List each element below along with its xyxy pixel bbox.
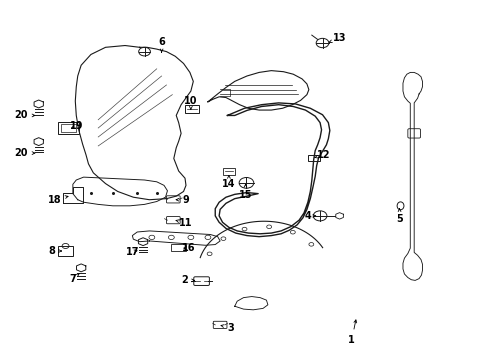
Text: 20: 20 xyxy=(14,111,35,121)
Text: 7: 7 xyxy=(69,274,79,284)
Text: 19: 19 xyxy=(69,121,83,131)
Text: 20: 20 xyxy=(14,148,35,158)
Text: 11: 11 xyxy=(176,218,192,228)
Text: 13: 13 xyxy=(328,33,346,43)
Text: 2: 2 xyxy=(181,275,194,285)
Bar xyxy=(223,168,234,175)
Bar xyxy=(58,246,73,256)
Bar xyxy=(171,244,185,251)
Text: 4: 4 xyxy=(304,211,315,221)
Text: 6: 6 xyxy=(158,37,164,53)
Bar xyxy=(58,122,79,134)
Text: 1: 1 xyxy=(347,320,356,345)
Bar xyxy=(307,154,320,161)
Text: 5: 5 xyxy=(395,208,402,224)
Text: 10: 10 xyxy=(184,96,197,109)
Bar xyxy=(61,125,76,132)
Bar xyxy=(184,105,198,113)
Text: 8: 8 xyxy=(48,246,61,256)
Text: 14: 14 xyxy=(222,175,235,189)
Text: 18: 18 xyxy=(47,195,68,205)
Text: 17: 17 xyxy=(125,247,139,257)
Text: 9: 9 xyxy=(176,195,189,205)
Text: 15: 15 xyxy=(238,184,252,200)
Text: 3: 3 xyxy=(221,323,234,333)
Text: 16: 16 xyxy=(182,243,195,253)
Text: 12: 12 xyxy=(314,150,330,160)
